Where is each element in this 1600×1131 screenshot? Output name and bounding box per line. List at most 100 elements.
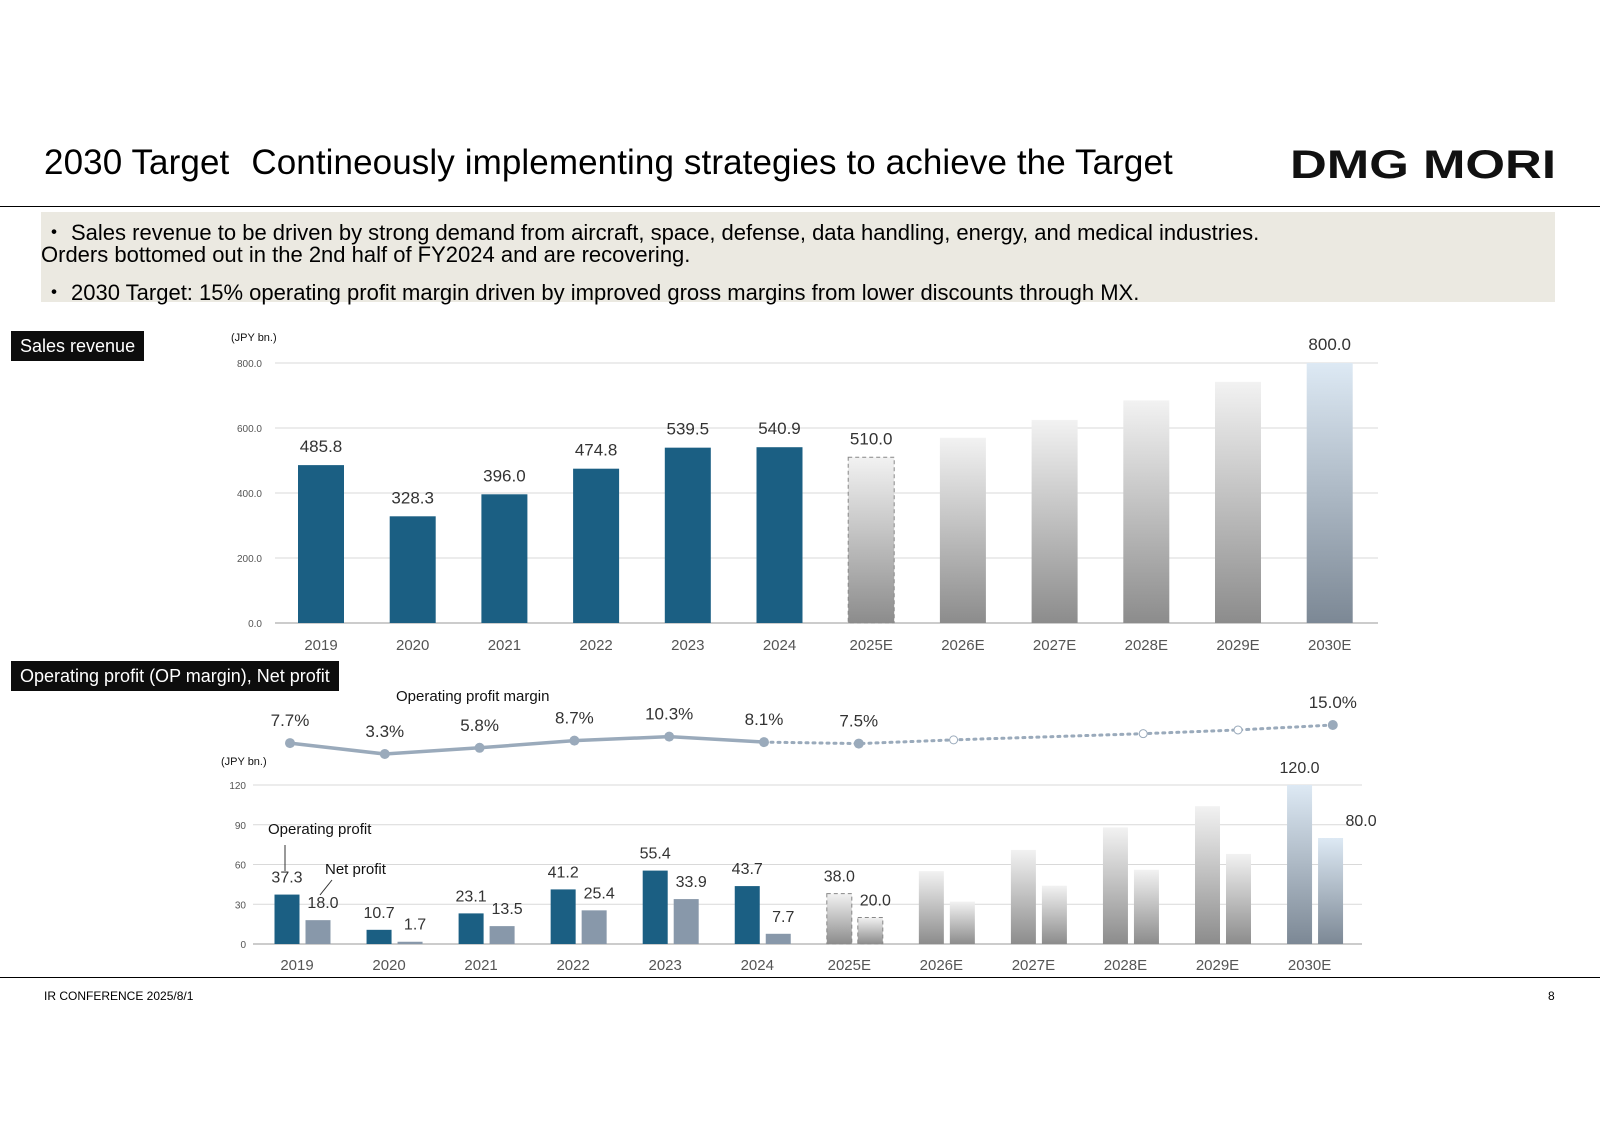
profit-category-label: 2022 xyxy=(556,957,589,974)
net-profit-bar xyxy=(489,926,515,944)
op-margin-line-forecast xyxy=(762,723,1335,746)
operating-profit-bar xyxy=(1010,849,1036,944)
profit-category-label: 2019 xyxy=(280,957,313,974)
profit-ytick-label: 90 xyxy=(235,821,247,832)
profit-ytick-label: 120 xyxy=(229,781,246,792)
sales-category-label: 2025E xyxy=(850,637,893,654)
operating-profit-bar xyxy=(918,871,944,944)
sales-bar xyxy=(1306,363,1353,623)
footer-divider xyxy=(0,977,1600,978)
operating-profit-bar xyxy=(1195,806,1220,944)
sales-bar xyxy=(573,468,620,623)
bullet-1-continuation: Orders bottomed out in the 2nd half of F… xyxy=(41,242,690,268)
profit-section-label: Operating profit (OP margin), Net profit xyxy=(11,661,339,691)
net-profit-bar xyxy=(1226,853,1251,944)
sales-section-label: Sales revenue xyxy=(11,331,145,361)
op-margin-point xyxy=(1327,720,1338,730)
op-margin-point xyxy=(759,737,769,748)
profit-category-label: 2023 xyxy=(649,957,682,974)
net-profit-bar xyxy=(581,910,607,944)
title-main: 2030 Target xyxy=(44,143,230,182)
op-margin-point xyxy=(949,735,959,745)
net-profit-bar xyxy=(1318,838,1344,944)
operating-profit-bar xyxy=(642,870,668,944)
net-profit-label: 33.9 xyxy=(676,874,707,891)
operating-profit-label: 41.2 xyxy=(548,864,579,881)
sales-bar xyxy=(939,437,986,623)
profit-category-label: 2024 xyxy=(741,957,774,974)
sales-category-label: 2026E xyxy=(941,637,984,654)
op-margin-point xyxy=(285,738,295,749)
op-margin-chart: Operating profit margin 7.7% 3.3% 5.8% 8.7% 1… xyxy=(271,688,1357,759)
op-margin-title: Operating profit margin xyxy=(396,688,549,705)
operating-profit-bar xyxy=(1287,785,1313,944)
profit-category-label: 2029E xyxy=(1196,957,1239,974)
net-profit-annotation: Net profit xyxy=(325,861,387,878)
net-profit-bar xyxy=(765,933,791,944)
sales-bar xyxy=(298,465,344,623)
op-margin-data-label: 8.1% xyxy=(745,710,784,729)
net-profit-bar xyxy=(857,917,884,945)
sales-bar xyxy=(389,516,436,623)
profit-category-label: 2020 xyxy=(372,957,405,974)
sales-ytick-label: 600.0 xyxy=(237,424,262,435)
page-number: 8 xyxy=(1548,989,1555,1003)
sales-data-label: 510.0 xyxy=(850,429,893,448)
net-profit-leader xyxy=(319,879,333,896)
bullet-marker: ・ xyxy=(43,220,66,245)
operating-profit-bar xyxy=(734,886,760,944)
op-margin-data-label: 8.7% xyxy=(555,709,594,728)
net-profit-label: 18.0 xyxy=(307,895,338,912)
net-profit-bar xyxy=(949,901,975,944)
sales-bar xyxy=(756,447,803,623)
op-margin-point xyxy=(1233,725,1243,735)
sales-category-label: 2022 xyxy=(579,637,612,654)
profit-category-label: 2025E xyxy=(828,957,871,974)
op-margin-point xyxy=(569,735,580,746)
sales-data-label: 485.8 xyxy=(300,437,343,456)
net-profit-bar xyxy=(397,941,423,944)
operating-profit-label: 38.0 xyxy=(824,869,855,886)
sales-bar xyxy=(664,447,711,623)
op-margin-data-label: 3.3% xyxy=(365,722,404,741)
sales-category-label: 2019 xyxy=(304,637,337,654)
sales-category-label: 2020 xyxy=(396,637,429,654)
operating-profit-label: 23.1 xyxy=(456,888,487,905)
sales-data-label: 539.5 xyxy=(667,420,710,439)
net-profit-bar xyxy=(673,899,699,944)
sales-ytick-label: 400.0 xyxy=(237,489,262,500)
header-divider xyxy=(0,206,1600,207)
profit-chart: (JPY bn.) 0 30 60 90 120 37.3 18.0 2019 10.7 1.7 20… xyxy=(221,756,1377,974)
op-margin-data-label: 10.3% xyxy=(645,705,693,724)
logo-wordmark: DMG MORI xyxy=(1290,143,1556,186)
profit-ytick-label: 0 xyxy=(240,940,246,951)
net-profit-bar xyxy=(305,920,331,944)
operating-profit-label: 43.7 xyxy=(732,861,763,878)
sales-data-label: 396.0 xyxy=(483,466,526,485)
sales-data-label: 540.9 xyxy=(758,419,801,438)
profit-unit-label: (JPY bn.) xyxy=(221,756,267,768)
dmg-mori-logo: DMG MORI DMG MORI xyxy=(1290,143,1556,186)
net-profit-label: 20.0 xyxy=(860,893,891,910)
footer-conference: IR CONFERENCE 2025/8/1 xyxy=(44,989,194,1003)
net-profit-bar xyxy=(1133,869,1159,944)
net-profit-label: 1.7 xyxy=(404,917,426,934)
sales-bar xyxy=(1123,400,1170,623)
op-margin-point xyxy=(664,731,675,742)
profit-category-label: 2027E xyxy=(1012,957,1055,974)
profit-category-label: 2021 xyxy=(464,957,497,974)
sales-bar xyxy=(1215,381,1261,623)
profit-category-label: 2030E xyxy=(1288,957,1331,974)
op-margin-line-actual xyxy=(289,734,765,756)
summary-box: ・ Sales revenue to be driven by strong de… xyxy=(41,212,1555,305)
sales-category-label: 2028E xyxy=(1125,637,1168,654)
sales-revenue-chart: (JPY bn.) 0.0 200.0 400.0 600.0 800.0 485.8 201… xyxy=(231,332,1378,654)
op-margin-point xyxy=(379,749,390,759)
net-profit-bar xyxy=(1041,885,1067,944)
sales-category-label: 2023 xyxy=(671,637,704,654)
sales-ytick-label: 800.0 xyxy=(237,359,262,370)
sales-bar xyxy=(481,494,528,623)
op-margin-point xyxy=(853,738,864,749)
operating-profit-label: 55.4 xyxy=(640,846,671,863)
